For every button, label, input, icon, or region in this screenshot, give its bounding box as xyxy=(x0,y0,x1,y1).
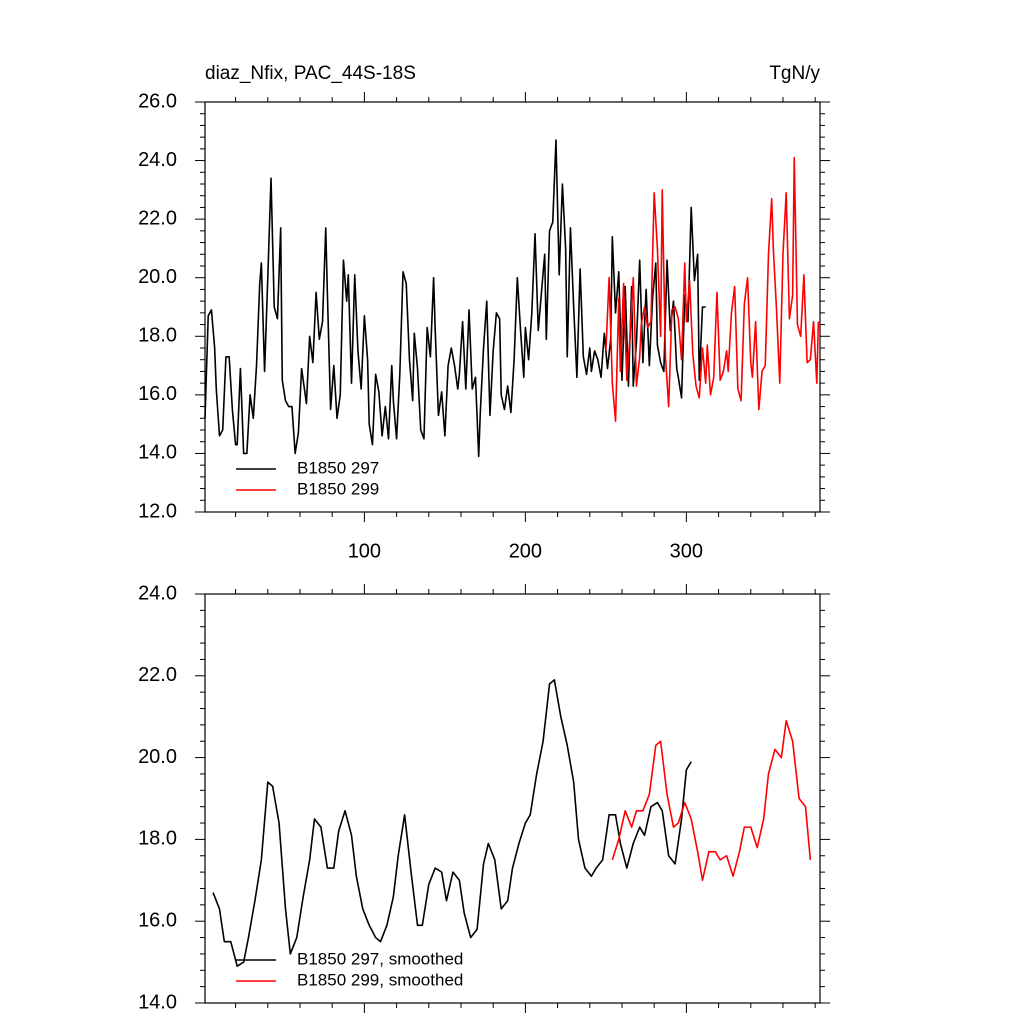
plot-frame xyxy=(204,101,821,513)
legend-label: B1850 297, smoothed xyxy=(297,949,463,968)
y-tick-label: 18.0 xyxy=(138,325,177,347)
x-tick-label: 200 xyxy=(509,540,542,562)
y-tick-label: 22.0 xyxy=(138,207,177,229)
legend-label: B1850 299, smoothed xyxy=(297,970,463,989)
y-tick-label: 16.0 xyxy=(138,909,177,931)
legend-label: B1850 297 xyxy=(297,458,379,477)
y-tick-label: 16.0 xyxy=(138,383,177,405)
y-tick-label: 22.0 xyxy=(138,664,177,686)
x-tick-label: 100 xyxy=(348,540,381,562)
series-line xyxy=(605,156,820,423)
y-tick-label: 14.0 xyxy=(138,991,177,1013)
units-label: TgN/y xyxy=(769,63,820,84)
x-tick-label: 300 xyxy=(670,540,703,562)
y-tick-label: 20.0 xyxy=(138,746,177,768)
series-line xyxy=(204,139,706,458)
y-tick-label: 24.0 xyxy=(138,149,177,171)
chart-title: diaz_Nfix, PAC_44S-18S xyxy=(205,63,416,84)
series-line xyxy=(611,719,812,882)
series-line xyxy=(212,679,692,967)
y-tick-label: 20.0 xyxy=(138,266,177,288)
plot-frame xyxy=(204,593,821,1004)
y-tick-label: 14.0 xyxy=(138,442,177,464)
y-tick-label: 12.0 xyxy=(138,500,177,522)
legend-label: B1850 299 xyxy=(297,479,379,498)
y-tick-label: 18.0 xyxy=(138,828,177,850)
y-tick-label: 26.0 xyxy=(138,90,177,112)
y-tick-label: 24.0 xyxy=(138,582,177,604)
